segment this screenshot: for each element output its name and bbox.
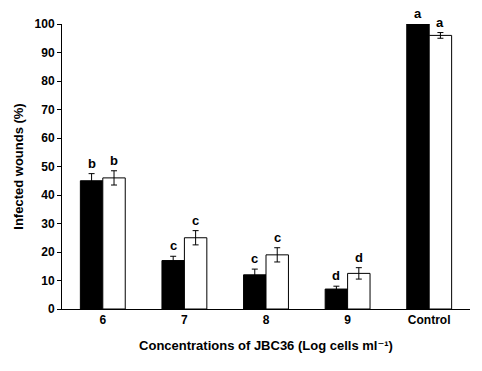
- svg-text:20: 20: [41, 245, 55, 259]
- svg-text:6: 6: [99, 313, 106, 327]
- svg-text:8: 8: [263, 313, 270, 327]
- svg-text:c: c: [170, 238, 177, 253]
- svg-text:70: 70: [41, 103, 55, 117]
- svg-text:Control: Control: [408, 313, 451, 327]
- svg-text:0: 0: [48, 302, 55, 316]
- svg-text:9: 9: [344, 313, 351, 327]
- svg-text:Concentrations of JBC36 (Log c: Concentrations of JBC36 (Log cells ml⁻¹): [139, 338, 393, 353]
- svg-text:a: a: [414, 6, 422, 21]
- svg-text:c: c: [192, 213, 199, 228]
- svg-text:30: 30: [41, 217, 55, 231]
- svg-text:c: c: [274, 230, 281, 245]
- svg-text:40: 40: [41, 188, 55, 202]
- svg-text:Infected wounds (%): Infected wounds (%): [11, 103, 26, 229]
- svg-text:50: 50: [41, 160, 55, 174]
- svg-text:d: d: [355, 250, 363, 265]
- svg-text:b: b: [88, 156, 96, 171]
- svg-text:a: a: [436, 15, 444, 30]
- svg-text:90: 90: [41, 46, 55, 60]
- svg-text:100: 100: [35, 17, 55, 31]
- svg-text:7: 7: [181, 313, 188, 327]
- svg-text:d: d: [332, 268, 340, 283]
- svg-text:80: 80: [41, 74, 55, 88]
- svg-text:c: c: [251, 251, 258, 266]
- svg-text:b: b: [110, 153, 118, 168]
- svg-text:60: 60: [41, 131, 55, 145]
- svg-text:10: 10: [41, 274, 55, 288]
